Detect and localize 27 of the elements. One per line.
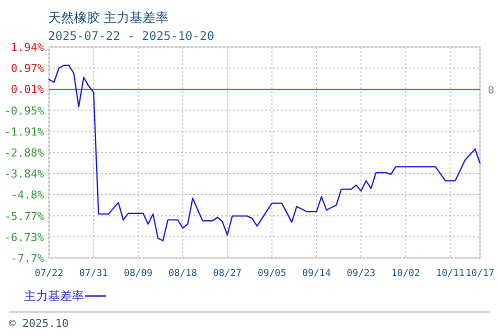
y-tick-label: 1.94% [10, 41, 44, 54]
x-tick-label: 07/22 [34, 268, 64, 279]
x-tick-label: 10/11 [436, 268, 465, 279]
x-tick-label: 08/27 [213, 268, 242, 279]
y-tick-label: -6.73% [4, 230, 44, 244]
ref-line-label: 0 [488, 85, 494, 96]
x-tick-label: 09/23 [346, 268, 376, 279]
y-tick-label: -7.7% [10, 252, 44, 265]
text: © 2025.10 [9, 317, 69, 330]
y-tick-label: -5.77% [4, 210, 44, 223]
chart-subtitle: 2025-07-22 - 2025-10-20 [48, 29, 214, 43]
y-tick-label: -2.88% [4, 146, 44, 160]
chart-title: 天然橡胶 主力基差率 [48, 10, 169, 25]
y-tick-label: -4.8% [10, 188, 44, 202]
x-tick-label: 10/02 [391, 268, 420, 279]
legend-label: 主力基差率 [24, 289, 84, 303]
y-tick-label: -3.84% [4, 168, 44, 181]
y-tick-label: 0.97% [10, 62, 44, 76]
x-tick-label: 09/05 [258, 268, 286, 279]
x-tick-label: 08/09 [124, 268, 153, 279]
x-tick-label: 08/18 [168, 268, 198, 279]
y-tick-label: -0.95% [4, 104, 44, 118]
x-tick-label: 10/17 [466, 268, 494, 279]
y-tick-label: 0.01% [10, 83, 44, 96]
x-tick-label: 07/31 [79, 268, 108, 279]
y-tick-label: -1.91% [4, 125, 44, 138]
x-tick-label: 09/14 [302, 268, 332, 279]
